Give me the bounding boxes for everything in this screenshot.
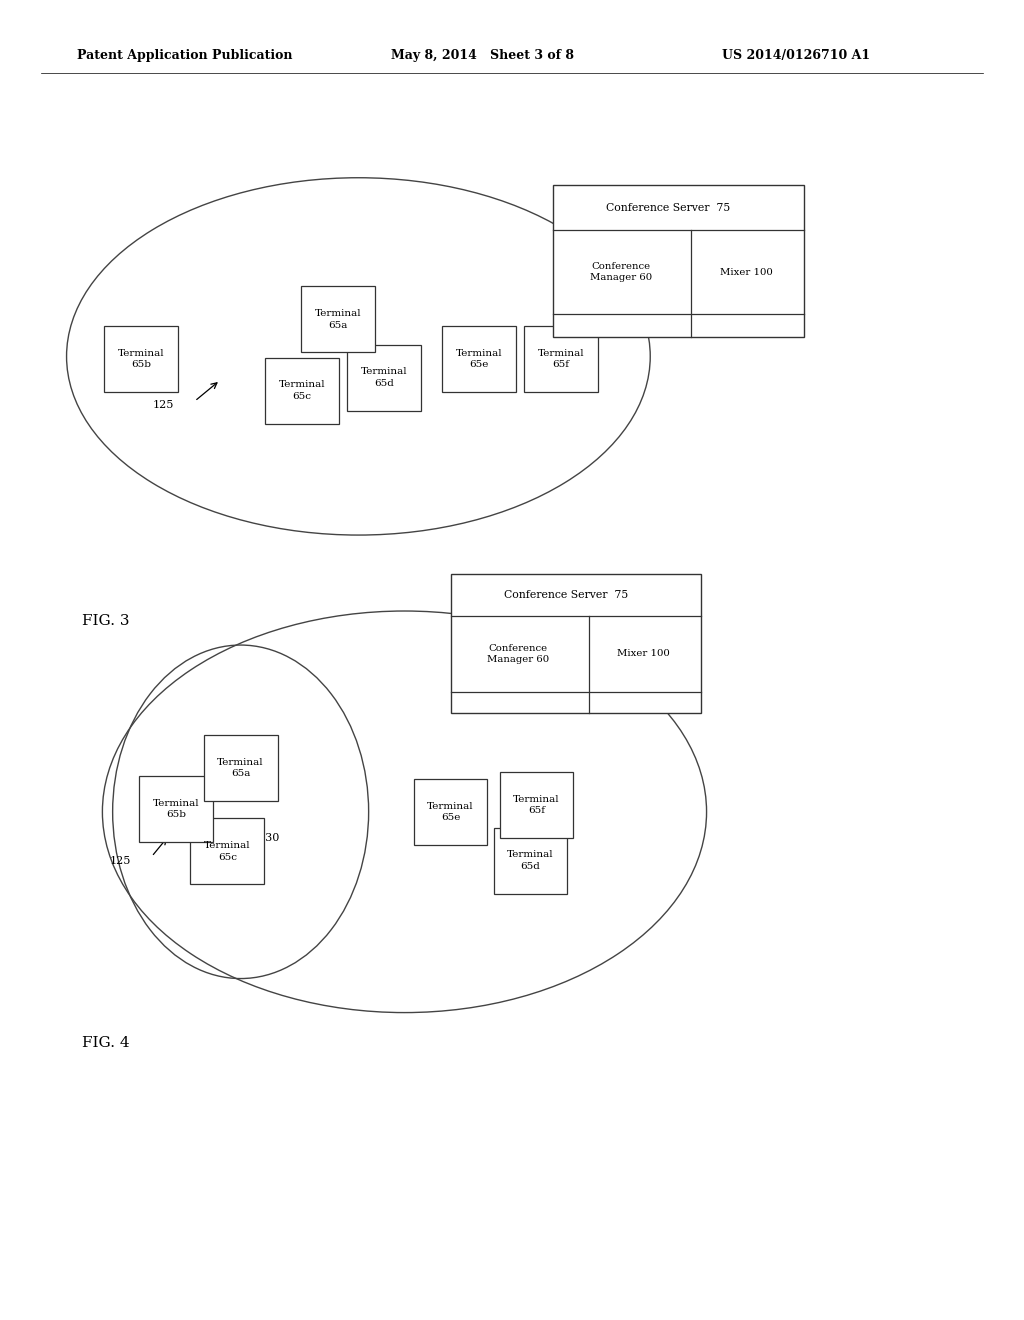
Text: Terminal
65a: Terminal 65a [314,309,361,330]
Text: Terminal
65d: Terminal 65d [507,850,554,871]
Text: Patent Application Publication: Patent Application Publication [77,49,292,62]
Bar [301,286,375,352]
Bar [414,779,487,845]
Text: Terminal
65b: Terminal 65b [118,348,165,370]
Bar [442,326,516,392]
Text: May 8, 2014   Sheet 3 of 8: May 8, 2014 Sheet 3 of 8 [391,49,574,62]
Bar [494,828,567,894]
Bar [139,776,213,842]
Text: US 2014/0126710 A1: US 2014/0126710 A1 [722,49,870,62]
Text: FIG. 4: FIG. 4 [82,1036,130,1051]
Text: Terminal
65c: Terminal 65c [204,841,251,862]
Text: Conference
Manager 60: Conference Manager 60 [487,644,549,664]
Text: Terminal
65d: Terminal 65d [360,367,408,388]
Text: Terminal
65e: Terminal 65e [427,801,474,822]
Bar [500,772,573,838]
Bar [265,358,339,424]
Text: Conference
Manager 60: Conference Manager 60 [590,263,651,282]
Text: Terminal
65e: Terminal 65e [456,348,503,370]
Text: Mixer 100: Mixer 100 [617,649,670,659]
Bar [347,345,421,411]
Bar [204,735,278,801]
Text: Conference Server  75: Conference Server 75 [504,590,628,601]
Text: Mixer 100: Mixer 100 [720,268,772,277]
Text: 125: 125 [110,855,131,866]
Text: Terminal
65a: Terminal 65a [217,758,264,779]
Text: Terminal
65f: Terminal 65f [513,795,560,816]
Bar [524,326,598,392]
Text: Terminal
65f: Terminal 65f [538,348,585,370]
Bar [553,185,804,337]
Bar [104,326,178,392]
Bar [451,574,701,713]
Text: Terminal
65c: Terminal 65c [279,380,326,401]
Text: 130: 130 [259,833,281,843]
Bar [190,818,264,884]
Text: Terminal
65b: Terminal 65b [153,799,200,820]
Text: 125: 125 [153,400,174,411]
Text: Conference Server  75: Conference Server 75 [606,202,730,213]
Text: FIG. 3: FIG. 3 [82,614,129,628]
